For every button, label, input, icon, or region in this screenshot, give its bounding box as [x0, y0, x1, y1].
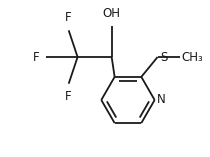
Text: F: F [32, 51, 39, 64]
Text: N: N [157, 93, 166, 106]
Text: F: F [65, 11, 71, 24]
Text: F: F [65, 90, 71, 103]
Text: S: S [160, 51, 168, 64]
Text: CH₃: CH₃ [181, 51, 203, 64]
Text: OH: OH [103, 7, 121, 20]
